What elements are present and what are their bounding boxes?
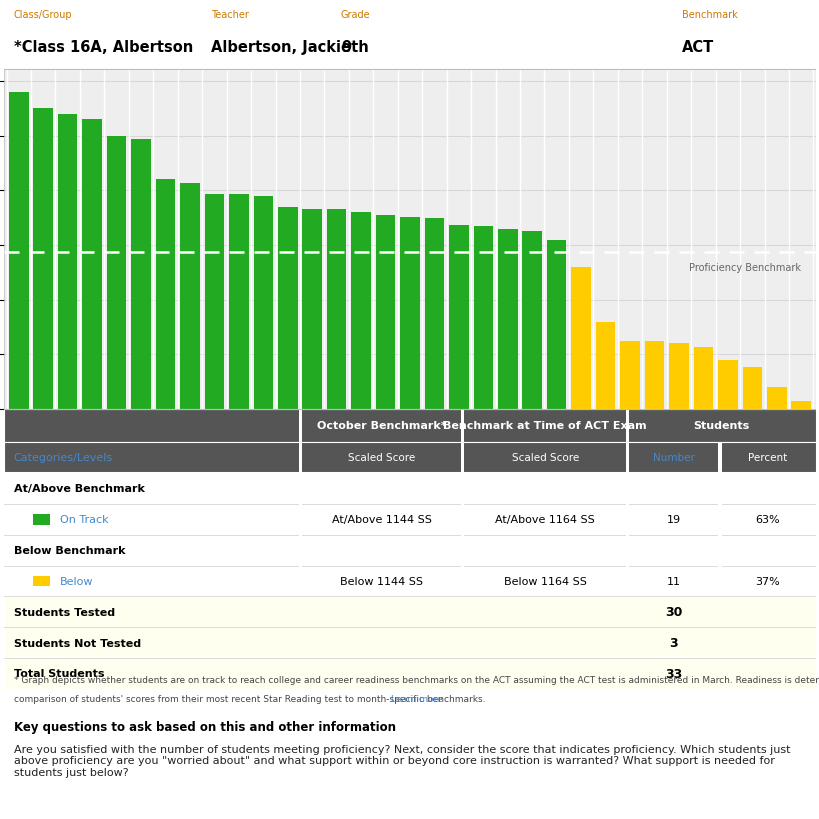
Bar: [4, 658, 815, 689]
Bar: [449, 226, 468, 410]
Bar: [546, 240, 566, 410]
Bar: [156, 180, 175, 410]
Bar: [717, 473, 721, 597]
Text: Below: Below: [60, 577, 93, 586]
Bar: [625, 473, 628, 597]
Bar: [497, 229, 517, 410]
Text: Students Tested: Students Tested: [14, 607, 115, 617]
Text: Categories/Levels: Categories/Levels: [14, 453, 113, 463]
Bar: [4, 566, 815, 597]
Bar: [298, 442, 301, 473]
Text: At/Above 1144 SS: At/Above 1144 SS: [331, 514, 431, 525]
Bar: [4, 627, 815, 658]
Bar: [302, 210, 322, 410]
Text: 33: 33: [664, 667, 681, 680]
Text: 3: 3: [668, 636, 677, 649]
Text: ACT: ACT: [681, 40, 713, 55]
Bar: [33, 576, 50, 586]
Bar: [571, 268, 590, 410]
Bar: [522, 232, 541, 410]
Text: At/Above 1164 SS: At/Above 1164 SS: [495, 514, 595, 525]
Text: Benchmark: Benchmark: [681, 10, 737, 20]
Bar: [717, 360, 737, 410]
Text: Percent: Percent: [748, 453, 787, 463]
Text: 37%: 37%: [754, 577, 780, 586]
Text: 63%: 63%: [755, 514, 780, 525]
Bar: [625, 442, 628, 473]
Text: Proficiency Benchmark: Proficiency Benchmark: [689, 263, 800, 274]
Text: Grade: Grade: [341, 10, 370, 20]
Bar: [766, 387, 785, 410]
Bar: [351, 213, 370, 410]
Bar: [424, 219, 444, 410]
Bar: [106, 137, 126, 410]
Bar: [82, 120, 102, 409]
Bar: [625, 410, 628, 442]
Bar: [460, 442, 464, 473]
Bar: [58, 115, 77, 410]
Text: Albertson, Jackie: Albertson, Jackie: [210, 40, 351, 55]
Text: October Benchmark*: October Benchmark*: [316, 421, 446, 431]
Bar: [668, 344, 688, 410]
Text: comparison of students' scores from their most recent Star Reading test to month: comparison of students' scores from thei…: [14, 694, 491, 703]
Bar: [131, 140, 151, 410]
Bar: [4, 442, 815, 473]
Bar: [644, 342, 663, 410]
Text: Class/Group: Class/Group: [14, 10, 72, 20]
Text: Below 1144 SS: Below 1144 SS: [340, 577, 423, 586]
Text: * Graph depicts whether students are on track to reach college and career readin: * Graph depicts whether students are on …: [14, 675, 819, 684]
Bar: [400, 217, 419, 410]
Bar: [742, 368, 761, 410]
Text: On Track: On Track: [60, 514, 109, 525]
Text: *Class 16A, Albertson: *Class 16A, Albertson: [14, 40, 192, 55]
Bar: [460, 410, 464, 442]
Bar: [205, 194, 224, 410]
Bar: [375, 216, 395, 410]
Text: Are you satisfied with the number of students meeting proficiency? Next, conside: Are you satisfied with the number of stu…: [14, 744, 790, 777]
Bar: [298, 473, 301, 597]
Bar: [4, 410, 815, 442]
Bar: [595, 322, 614, 410]
Bar: [4, 505, 815, 535]
Text: 9th: 9th: [341, 40, 369, 55]
Text: Teacher: Teacher: [210, 10, 249, 20]
Text: Total Students: Total Students: [14, 668, 104, 679]
Bar: [4, 473, 815, 505]
Text: Below Benchmark: Below Benchmark: [14, 545, 125, 555]
Bar: [298, 410, 301, 442]
Bar: [717, 442, 721, 473]
Text: At/Above Benchmark: At/Above Benchmark: [14, 484, 144, 494]
Text: 30: 30: [664, 605, 681, 618]
Bar: [693, 347, 713, 410]
Bar: [4, 597, 815, 627]
Text: Number: Number: [652, 453, 694, 463]
Text: Scaled Score: Scaled Score: [511, 453, 578, 463]
Text: 19: 19: [666, 514, 680, 525]
Text: Benchmark at Time of ACT Exam: Benchmark at Time of ACT Exam: [443, 421, 646, 431]
Text: Learn more: Learn more: [391, 694, 442, 703]
Bar: [790, 402, 810, 410]
Text: 11: 11: [666, 577, 680, 586]
Bar: [34, 109, 53, 410]
Text: Key questions to ask based on this and other information: Key questions to ask based on this and o…: [14, 721, 396, 734]
Text: Below 1164 SS: Below 1164 SS: [503, 577, 586, 586]
Bar: [33, 514, 50, 525]
Bar: [619, 342, 639, 410]
Text: Scaled Score: Scaled Score: [347, 453, 414, 463]
Bar: [473, 227, 492, 410]
Bar: [9, 93, 29, 410]
Bar: [4, 535, 815, 566]
Bar: [229, 194, 248, 410]
Bar: [327, 210, 346, 410]
Text: Students Not Tested: Students Not Tested: [14, 638, 141, 648]
Text: Students: Students: [693, 421, 749, 431]
Bar: [253, 197, 273, 410]
Bar: [180, 183, 200, 410]
Bar: [278, 207, 297, 410]
Bar: [460, 473, 464, 597]
